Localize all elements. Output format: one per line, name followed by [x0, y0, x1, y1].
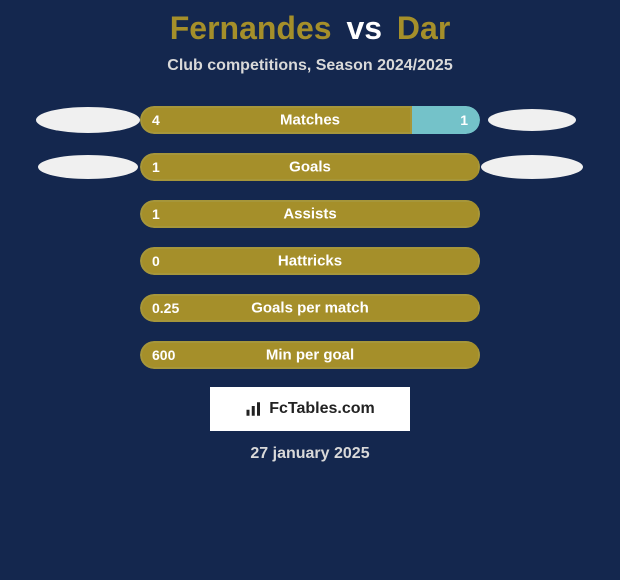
logo-badge: FcTables.com: [210, 387, 410, 431]
stat-value-left: 0.25: [152, 300, 179, 316]
player2-name: Dar: [397, 10, 450, 46]
stat-value-left: 1: [152, 159, 160, 175]
bar-right: [412, 106, 480, 134]
stat-label: Assists: [283, 206, 336, 223]
stat-bar: 4 Matches 1: [140, 106, 480, 134]
avatar-placeholder-icon: [488, 109, 576, 131]
stat-label: Goals: [289, 159, 331, 176]
logo-text: FcTables.com: [269, 400, 375, 418]
stat-value-left: 1: [152, 206, 160, 222]
avatar-placeholder-icon: [481, 155, 583, 179]
player1-avatar-slot: [36, 107, 140, 133]
stat-bar: 600 Min per goal: [140, 341, 480, 369]
avatar-placeholder-icon: [36, 107, 140, 133]
player2-avatar-slot: [480, 109, 584, 131]
stat-bar: 1 Goals: [140, 153, 480, 181]
stat-bar: 0.25 Goals per match: [140, 294, 480, 322]
stat-value-left: 4: [152, 112, 160, 128]
stat-value-right: 1: [460, 112, 468, 128]
stat-row-matches: 4 Matches 1: [0, 105, 620, 135]
stat-value-left: 600: [152, 347, 175, 363]
vs-text: vs: [346, 10, 382, 46]
stat-label: Goals per match: [251, 300, 369, 317]
stat-row-goals: 1 Goals: [0, 152, 620, 182]
comparison-chart: 4 Matches 1 1 Goals 1 Assists: [0, 105, 620, 370]
player2-avatar-slot: [480, 155, 584, 179]
player1-avatar-slot: [36, 155, 140, 179]
stat-row-mpg: 600 Min per goal: [0, 340, 620, 370]
subtitle: Club competitions, Season 2024/2025: [0, 57, 620, 75]
stat-row-assists: 1 Assists: [0, 199, 620, 229]
stat-label: Min per goal: [266, 347, 354, 364]
bar-left: [140, 106, 412, 134]
chart-icon: [245, 400, 263, 418]
stat-bar: 1 Assists: [140, 200, 480, 228]
footer-date: 27 january 2025: [0, 445, 620, 463]
stat-bar: 0 Hattricks: [140, 247, 480, 275]
comparison-infographic: Fernandes vs Dar Club competitions, Seas…: [0, 0, 620, 580]
avatar-placeholder-icon: [38, 155, 138, 179]
stat-value-left: 0: [152, 253, 160, 269]
player1-name: Fernandes: [170, 10, 332, 46]
stat-label: Hattricks: [278, 253, 342, 270]
page-title: Fernandes vs Dar: [0, 0, 620, 47]
stat-row-gpm: 0.25 Goals per match: [0, 293, 620, 323]
stat-row-hattricks: 0 Hattricks: [0, 246, 620, 276]
stat-label: Matches: [280, 112, 340, 129]
